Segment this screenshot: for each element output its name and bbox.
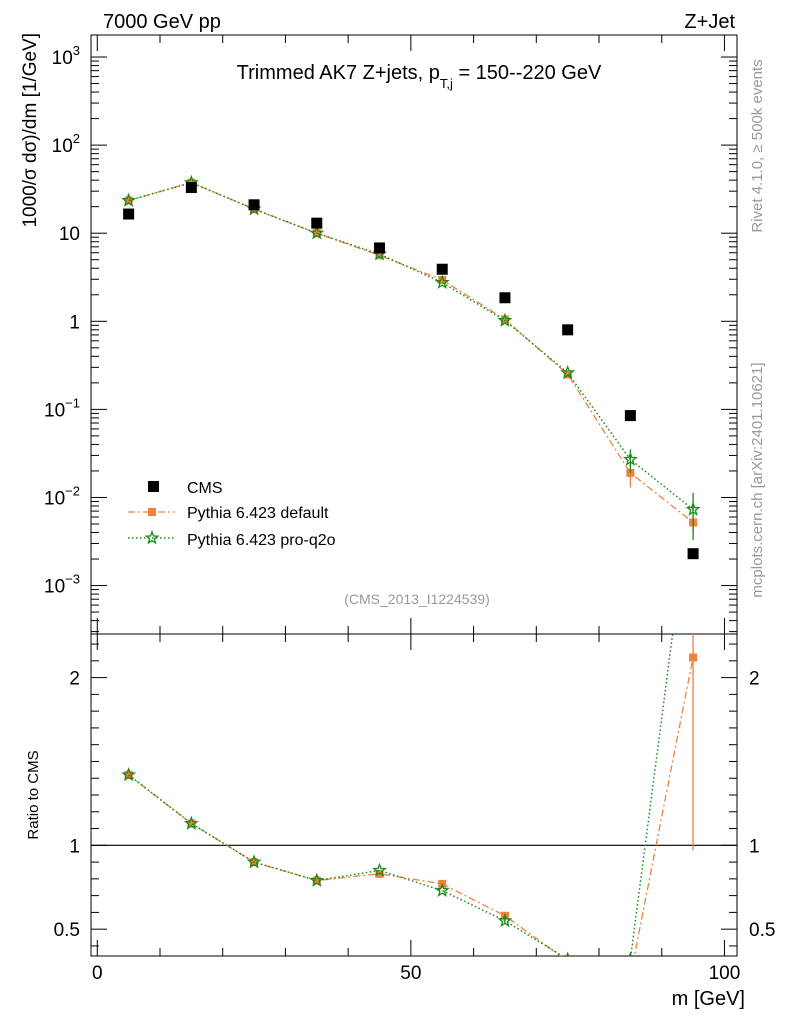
proq2o-point: [560, 364, 576, 380]
tick-base: 10: [52, 136, 73, 157]
default-series-line: [128, 181, 694, 523]
main-series-layer: [121, 174, 701, 560]
main-y-axis-label: 1000/σ dσ)/dm [1/GeV]: [20, 33, 41, 228]
proq2o-point: [434, 274, 450, 289]
ratio-series-layer: [121, 470, 698, 980]
ratio-proq2o-point: [121, 767, 137, 782]
tick-base: 1: [69, 312, 80, 333]
cms-point: [248, 199, 260, 211]
header-process-label: Z+Jet: [684, 11, 735, 33]
ratio-proq2o-point: [434, 882, 450, 897]
analysis-watermark: (CMS_2013_I1224539): [344, 591, 490, 607]
default-point: [563, 370, 572, 379]
cms-point: [185, 182, 197, 194]
ratio-proq2o-point: [183, 815, 199, 830]
legend-proq2o-marker: [144, 530, 160, 545]
ratio-default-point: [689, 653, 698, 662]
cms-point: [562, 324, 574, 336]
cms-point: [311, 217, 323, 229]
ratio-proq2o-point: [565, 951, 570, 956]
legend-cms-marker: [148, 481, 159, 492]
cms-point: [123, 208, 135, 220]
proq2o-point: [685, 501, 701, 516]
ratio-default-point: [375, 869, 384, 878]
ratio-default-point: [626, 972, 634, 980]
ratio-y-tick-label: 2: [69, 669, 80, 690]
main-y-tick-label: 10−2: [44, 483, 80, 509]
main-y-tick-label: 10−1: [44, 395, 80, 421]
ratio-y-tick-label-right: 0.5: [749, 920, 775, 941]
ratio-proq2o-point: [628, 951, 633, 956]
main-y-tick-label: 1: [69, 312, 80, 333]
ratio-x-tick-labels: 0 50 100: [92, 963, 740, 984]
ratio-y-tick-labels: 2 2 1 1 0.5 0.5: [54, 669, 776, 942]
x-tick-label: 100: [709, 963, 741, 984]
tick-base: 10: [44, 488, 65, 509]
x-axis-label: m [GeV]: [672, 988, 745, 1010]
title-text: Trimmed AK7 Z+jets, p: [237, 62, 440, 84]
cms-point: [624, 410, 636, 422]
tick-exponent: 3: [73, 43, 80, 58]
ratio-default-point: [187, 819, 196, 828]
tick-exponent: −1: [65, 395, 80, 410]
x-tick-label: 0: [92, 963, 103, 984]
cms-point: [374, 242, 386, 254]
ratio-proq2o-point: [687, 470, 698, 481]
legend-default-marker: [148, 508, 156, 516]
proq2o-point: [121, 192, 137, 207]
ratio-default-point: [312, 876, 321, 885]
main-y-tick-label: 10: [59, 224, 80, 245]
main-y-tick-label: 102: [52, 131, 80, 157]
tick-exponent: 2: [73, 131, 80, 146]
ratio-plot-frame: [90, 633, 738, 957]
x-tick-label: 50: [400, 963, 421, 984]
ratio-default-point: [564, 957, 572, 965]
default-point: [375, 251, 384, 260]
ratio-panel: 2 2 1 1 0.5 0.5 0 50 100 Ratio to CMS m [GeV]: [25, 470, 776, 1010]
ratio-y-tick-label: 0.5: [54, 920, 80, 941]
header-collision-label: 7000 GeV pp: [103, 11, 221, 33]
default-point: [500, 315, 509, 324]
ratio-default-line: [128, 657, 694, 956]
ratio-y-tick-label-right: 1: [749, 836, 760, 857]
proq2o-series-line: [128, 181, 694, 511]
ratio-y-axis-label: Ratio to CMS: [25, 750, 42, 839]
legend: CMS Pythia 6.423 default Pythia 6.423 pr…: [128, 480, 336, 549]
legend-cms-label: CMS: [187, 480, 223, 497]
rivet-version-label: Rivet 4.1.0, ≥ 500k events: [749, 59, 766, 232]
tick-exponent: −2: [65, 483, 80, 498]
ratio-y-tick-label: 1: [69, 836, 80, 857]
cms-point: [436, 263, 448, 275]
ratio-proq2o-point: [372, 862, 387, 877]
proq2o-point: [497, 312, 513, 327]
tick-base: 10: [44, 400, 65, 421]
ratio-axis-ticks: [91, 634, 737, 956]
ratio-proq2o-point: [309, 872, 325, 887]
tick-base: 10: [52, 48, 73, 69]
proq2o-point: [309, 225, 325, 240]
legend-default-label: Pythia 6.423 default: [187, 505, 329, 522]
ratio-proq2o-point: [497, 912, 513, 928]
proq2o-point: [622, 451, 638, 466]
main-y-tick-label: 103: [52, 43, 80, 69]
title-subscript: T,j: [440, 76, 453, 91]
tick-exponent: −3: [65, 572, 80, 587]
tick-base: 10: [44, 577, 65, 598]
main-axis-ticks: [91, 35, 737, 634]
ratio-y-tick-label-right: 2: [749, 669, 760, 690]
ratio-proq2o-point: [246, 854, 262, 869]
cms-point: [687, 548, 699, 560]
mcplots-label: mcplots.cern.ch [arXiv:2401.10621]: [749, 362, 766, 597]
cms-point: [499, 292, 511, 304]
title-tail: = 150--220 GeV: [453, 62, 602, 84]
tick-base: 10: [59, 224, 80, 245]
default-point: [438, 275, 447, 284]
main-plot-title: Trimmed AK7 Z+jets, pT,j = 150--220 GeV: [237, 62, 602, 91]
legend-proq2o-label: Pythia 6.423 pro-q2o: [187, 532, 336, 549]
ratio-proq2o-line: [128, 634, 674, 956]
main-y-tick-label: 10−3: [44, 572, 80, 598]
